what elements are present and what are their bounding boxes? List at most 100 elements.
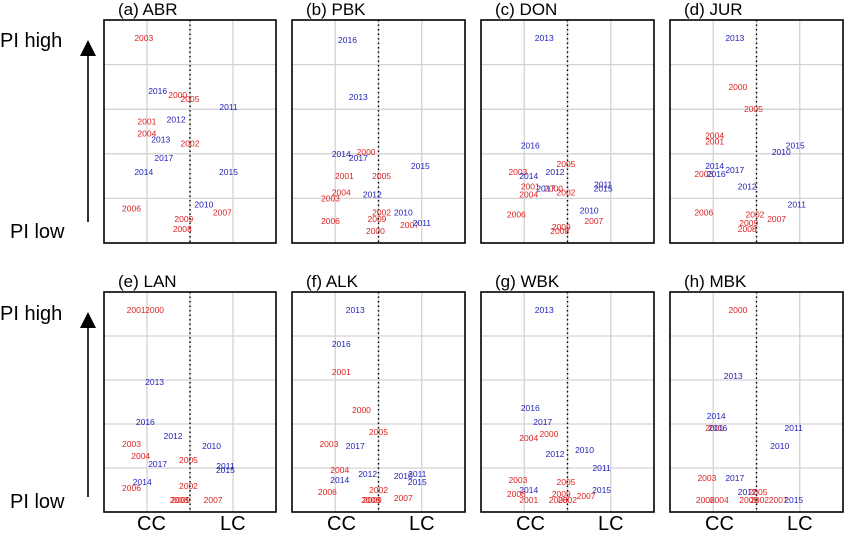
- data-point-label-2002: 2002: [369, 485, 388, 495]
- data-point-label-2001: 2001: [705, 423, 724, 433]
- pi-arrow-bottom: [80, 312, 96, 497]
- data-point-label-2014: 2014: [330, 475, 349, 485]
- data-point-label-2012: 2012: [738, 487, 757, 497]
- data-point-label-2014: 2014: [519, 485, 538, 495]
- panel-title: (e) LAN: [118, 272, 177, 291]
- data-point-label-2014: 2014: [133, 477, 152, 487]
- data-point-label-2011: 2011: [592, 463, 611, 473]
- data-point-label-2011: 2011: [408, 469, 427, 479]
- data-point-label-2009: 2009: [363, 495, 382, 505]
- data-point-label-2008: 2008: [173, 224, 192, 234]
- data-point-label-2000: 2000: [168, 90, 187, 100]
- data-point-label-2001: 2001: [332, 367, 351, 377]
- data-point-label-2005: 2005: [179, 455, 198, 465]
- data-point-label-2003: 2003: [694, 169, 713, 179]
- data-point-label-2006: 2006: [318, 487, 337, 497]
- data-point-label-2013: 2013: [535, 33, 554, 43]
- data-point-label-2004: 2004: [137, 129, 156, 139]
- data-point-label-2014: 2014: [519, 171, 538, 181]
- data-point-label-2015: 2015: [786, 141, 805, 151]
- data-point-label-2007: 2007: [584, 216, 603, 226]
- panel-frame: [480, 19, 655, 244]
- data-point-label-2012: 2012: [358, 469, 377, 479]
- data-point-label-2016: 2016: [707, 169, 726, 179]
- data-point-label-2001: 2001: [137, 116, 156, 126]
- data-point-label-2013: 2013: [145, 377, 164, 387]
- data-point-label-2014: 2014: [134, 167, 153, 177]
- data-point-label-2005: 2005: [749, 487, 768, 497]
- data-point-label-2009: 2009: [739, 218, 758, 228]
- data-point-label-2013: 2013: [725, 33, 744, 43]
- panel-title: (f) ALK: [306, 272, 359, 291]
- data-point-label-2007: 2007: [204, 495, 223, 505]
- panel-title: (b) PBK: [306, 0, 366, 19]
- x-label-cc-1: CC: [137, 513, 166, 535]
- panel-frame: [291, 19, 466, 244]
- x-label-cc-3: CC: [516, 513, 545, 535]
- data-point-label-2016: 2016: [708, 423, 727, 433]
- data-point-label-2007: 2007: [213, 208, 232, 218]
- x-label-lc-4: LC: [787, 513, 813, 535]
- data-point-label-2003: 2003: [319, 439, 338, 449]
- data-point-label-2003: 2003: [508, 475, 527, 485]
- data-point-label-2016: 2016: [136, 417, 155, 427]
- data-point-label-2002: 2002: [372, 208, 391, 218]
- data-point-label-2015: 2015: [219, 167, 238, 177]
- data-point-label-2016: 2016: [148, 86, 167, 96]
- data-point-label-2006: 2006: [321, 216, 340, 226]
- data-point-label-2014: 2014: [332, 149, 351, 159]
- data-point-label-2007: 2007: [767, 214, 786, 224]
- data-point-label-2007: 2007: [577, 491, 596, 501]
- data-point-label-2009: 2009: [739, 495, 758, 505]
- data-point-label-2000: 2000: [357, 147, 376, 157]
- panel-7: (g) WBK 2013 2016 2017 2004 2000 2010 2012 2011 2…: [480, 272, 655, 513]
- data-point-label-2001: 2001: [335, 171, 354, 181]
- data-point-label-2013: 2013: [535, 305, 554, 315]
- data-point-label-2003: 2003: [122, 439, 141, 449]
- data-point-label-2003: 2003: [321, 193, 340, 203]
- data-point-label-2002: 2002: [179, 481, 198, 491]
- data-point-label-2016: 2016: [521, 141, 540, 151]
- panel-title: (c) DON: [495, 0, 557, 19]
- data-point-label-2001: 2001: [519, 495, 538, 505]
- x-label-cc-2: CC: [327, 513, 356, 535]
- data-point-label-2010: 2010: [202, 441, 221, 451]
- data-point-label-2002: 2002: [556, 187, 575, 197]
- data-point-label-2017: 2017: [725, 165, 744, 175]
- panel-frame: [669, 19, 844, 244]
- data-point-label-2012: 2012: [363, 189, 382, 199]
- data-point-label-2011: 2011: [216, 461, 235, 471]
- panel-title: (g) WBK: [495, 272, 560, 291]
- panel-title: (a) ABR: [118, 0, 178, 19]
- data-point-label-2017: 2017: [154, 153, 173, 163]
- data-point-label-2009: 2009: [552, 489, 571, 499]
- data-point-label-2014: 2014: [705, 161, 724, 171]
- pi-high-label-top: PI high: [0, 30, 62, 52]
- data-point-label-2010: 2010: [575, 445, 594, 455]
- data-point-label-2005: 2005: [372, 171, 391, 181]
- data-point-label-2003: 2003: [697, 473, 716, 483]
- data-point-label-2001: 2001: [705, 137, 724, 147]
- data-point-label-2006: 2006: [122, 483, 141, 493]
- data-point-label-2011: 2011: [219, 102, 238, 112]
- data-point-label-2017: 2017: [148, 459, 167, 469]
- data-point-label-2003: 2003: [508, 167, 527, 177]
- data-point-label-2002: 2002: [745, 210, 764, 220]
- data-point-label-2017: 2017: [533, 417, 552, 427]
- data-point-label-2005: 2005: [744, 104, 763, 114]
- data-point-label-2000: 2000: [366, 226, 385, 236]
- data-point-label-2007: 2007: [400, 220, 419, 230]
- data-point-label-2005: 2005: [369, 427, 388, 437]
- data-point-label-2017: 2017: [349, 153, 368, 163]
- pi-low-label-bottom: PI low: [10, 491, 65, 513]
- data-point-label-2009: 2009: [367, 214, 386, 224]
- data-point-label-2016: 2016: [338, 35, 357, 45]
- data-point-label-2012: 2012: [738, 181, 757, 191]
- data-point-label-2009: 2009: [174, 214, 193, 224]
- x-label-lc-1: LC: [220, 513, 246, 535]
